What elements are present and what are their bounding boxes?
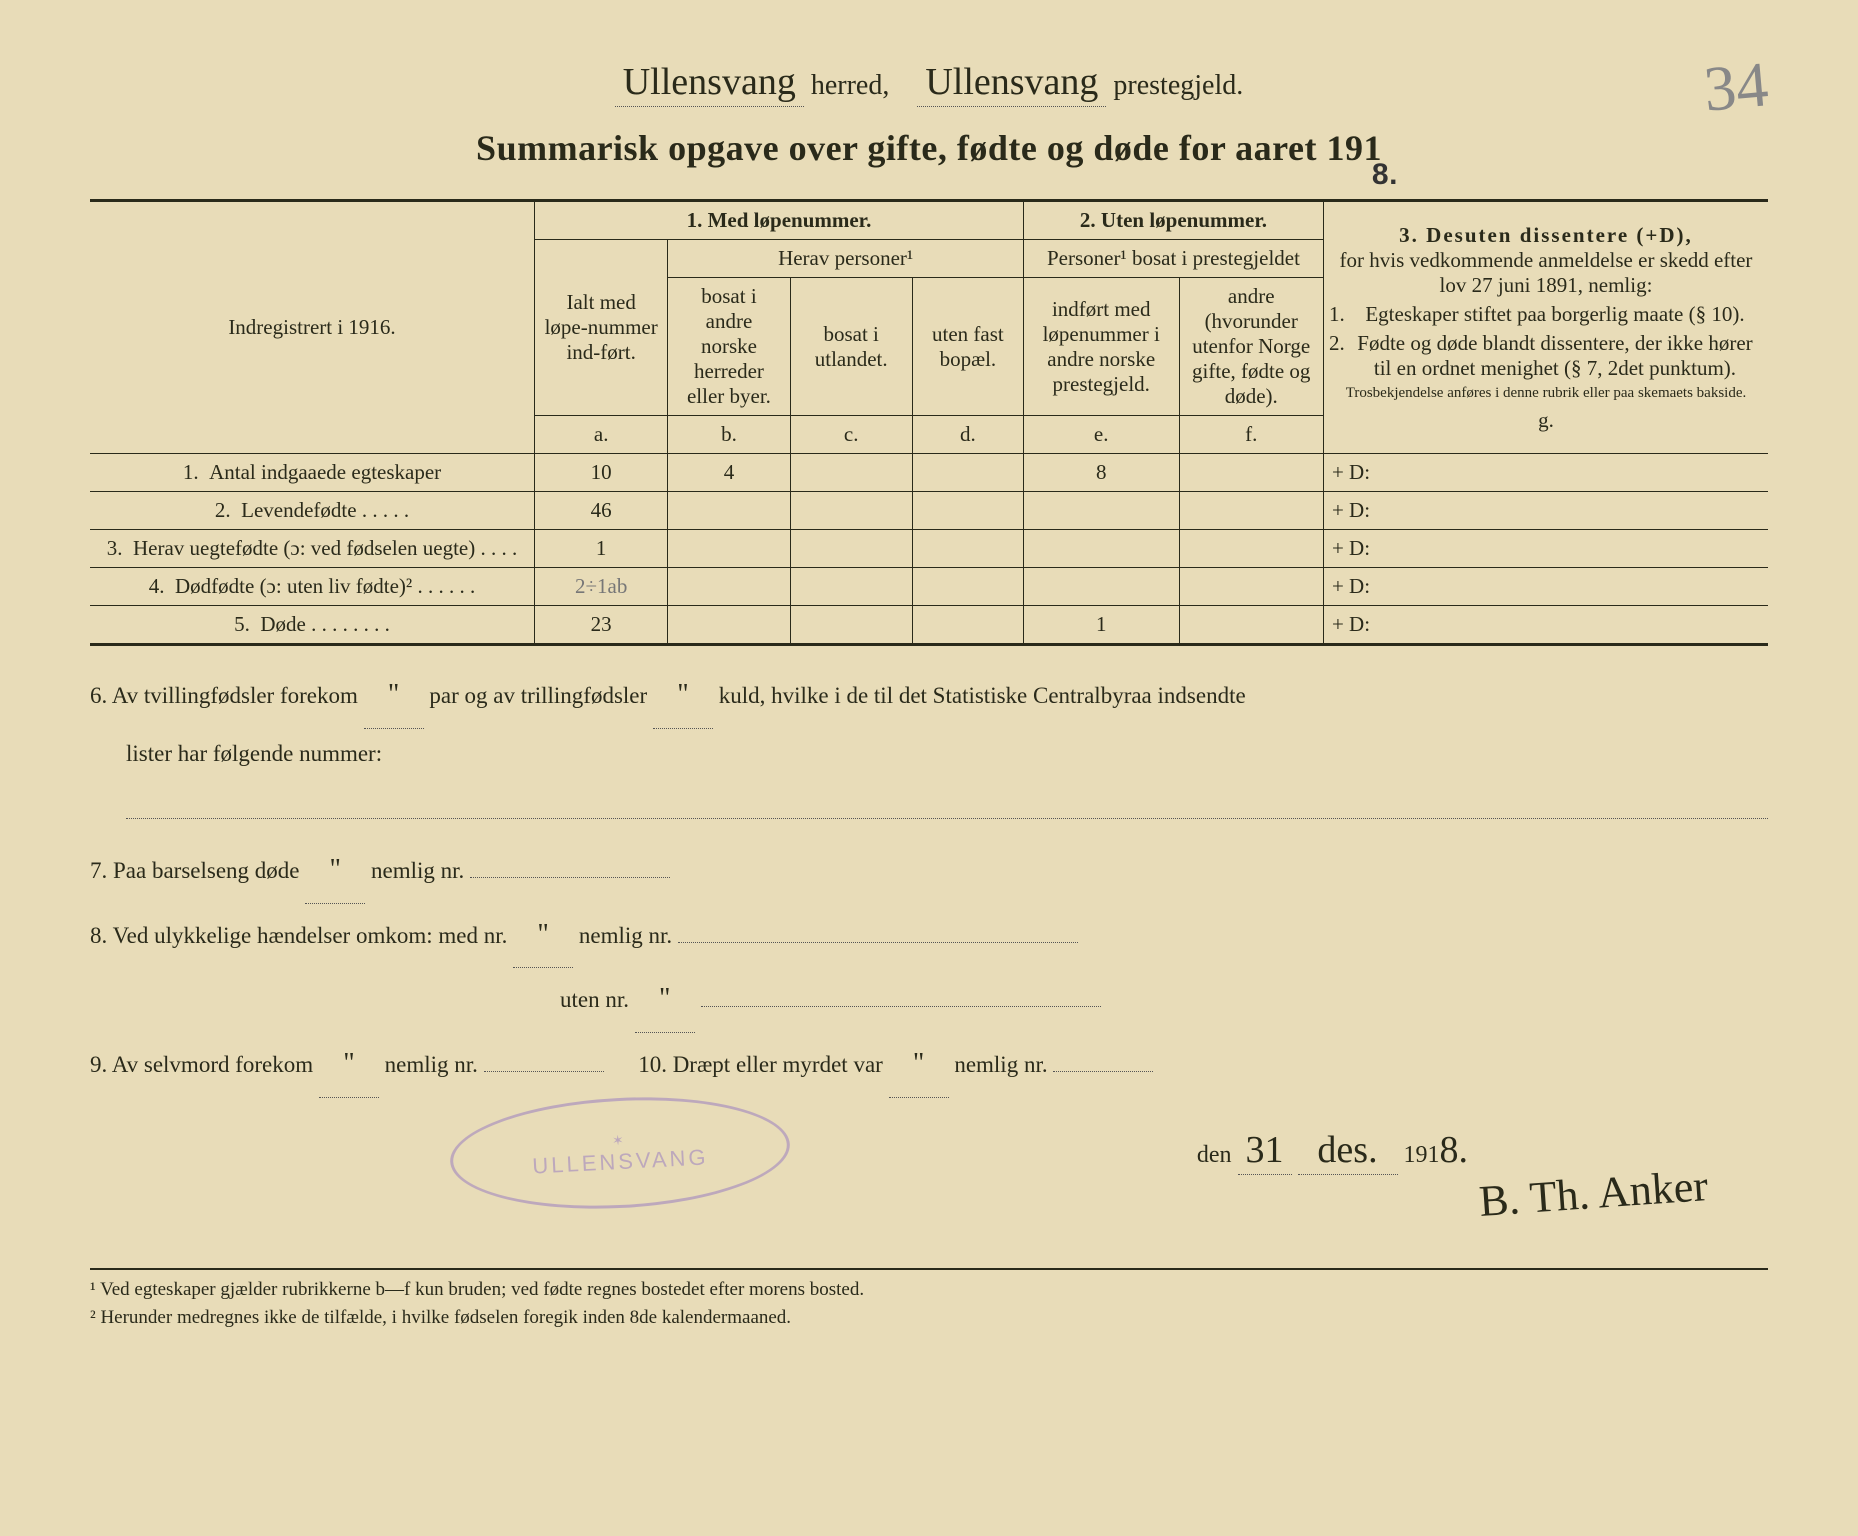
col1-group: 1. Med løpenummer. (535, 201, 1024, 240)
footnotes: ¹ Ved egteskaper gjælder rubrikkerne b—f… (90, 1268, 1768, 1333)
col-personer-head: Personer¹ bosat i prestegjeldet (1023, 240, 1323, 278)
sub-b: b. (668, 416, 790, 454)
footnote-2: ² Herunder medregnes ikke de tilfælde, i… (90, 1304, 1768, 1333)
sub-f: f. (1179, 416, 1323, 454)
table-row: 4. Dødfødte (ɔ: uten liv fødte)² . . . .… (90, 568, 1768, 606)
col-d-head: uten fast bopæl. (912, 278, 1023, 416)
col-a-head: Ialt med løpe-nummer ind-ført. (535, 240, 668, 416)
sub-c: c. (790, 416, 912, 454)
oval-stamp: ✶ ULLENSVANG (447, 1089, 792, 1217)
form-title: Summarisk opgave over gifte, fødte og dø… (90, 127, 1768, 169)
col-b-head: bosat i andre norske herreder eller byer… (668, 278, 790, 416)
signature-area: ✶ ULLENSVANG den 31 des. 1918. B. Th. An… (90, 1108, 1768, 1248)
table-row: 1. Antal indgaaede egteskaper 10 4 8 + D… (90, 454, 1768, 492)
col-c-head: bosat i utlandet. (790, 278, 912, 416)
col-indregistrert: Indregistrert i 1916. (90, 201, 535, 454)
signature: B. Th. Anker (1478, 1160, 1710, 1227)
header-line: Ullensvang herred, Ullensvang prestegjel… (90, 60, 1768, 107)
sub-a: a. (535, 416, 668, 454)
herred-value: Ullensvang (615, 60, 804, 107)
table-row: 5. Døde . . . . . . . . 23 1 + D: (90, 606, 1768, 645)
col-herav-head: Herav personer¹ (668, 240, 1024, 278)
col-e-head: indført med løpenummer i andre norske pr… (1023, 278, 1179, 416)
page-number-handwritten: 34 (1701, 47, 1771, 126)
q6: 6. Av tvillingfødsler forekom " par og a… (90, 664, 1768, 819)
prestegjeld-label: prestegjeld. (1113, 70, 1243, 101)
herred-label: herred, (811, 70, 890, 101)
sub-d: d. (912, 416, 1023, 454)
sub-e: e. (1023, 416, 1179, 454)
date-line: den 31 des. 1918. (1197, 1128, 1468, 1175)
main-table: Indregistrert i 1916. 1. Med løpenummer.… (90, 199, 1768, 646)
table-row: 3. Herav uegtefødte (ɔ: ved fødselen ueg… (90, 530, 1768, 568)
q9-q10: 9. Av selvmord forekom " nemlig nr. 10. … (90, 1033, 1768, 1098)
questions-block: 6. Av tvillingfødsler forekom " par og a… (90, 664, 1768, 1098)
document-page: 34 Ullensvang herred, Ullensvang presteg… (0, 0, 1858, 1536)
table-row: 2. Levendefødte . . . . . 46 + D: (90, 492, 1768, 530)
col3-notes: 3. Desuten dissentere (+D), for hvis ved… (1323, 201, 1768, 454)
footnote-1: ¹ Ved egteskaper gjælder rubrikkerne b—f… (90, 1276, 1768, 1305)
q7: 7. Paa barselseng døde " nemlig nr. (90, 839, 1768, 904)
col2-group: 2. Uten løpenummer. (1023, 201, 1323, 240)
q8: 8. Ved ulykkelige hændelser omkom: med n… (90, 904, 1768, 1033)
col-f-head: andre (hvorunder utenfor Norge gifte, fø… (1179, 278, 1323, 416)
year-overprint: 8. (1372, 158, 1398, 192)
prestegjeld-value: Ullensvang (917, 60, 1106, 107)
